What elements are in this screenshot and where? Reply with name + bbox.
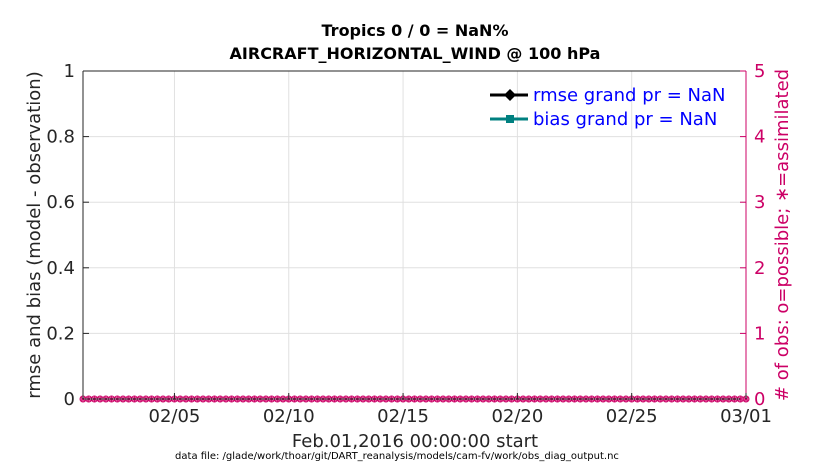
legend-rmse-label: rmse grand pr = NaN: [533, 85, 726, 106]
x-tick-label: 02/05: [149, 406, 201, 427]
x-tick-label: 02/20: [491, 406, 543, 427]
legend-rmse-diamond-icon: [504, 89, 516, 101]
left-ticks: 0 0.2 0.4 0.6 0.8 1: [46, 61, 89, 410]
x-axis-label: Feb.01,2016 00:00:00 start: [292, 431, 538, 452]
plot-area: [83, 71, 746, 399]
y-tick-label: 0.6: [46, 192, 75, 213]
chart-subtitle: AIRCRAFT_HORIZONTAL_WIND @ 100 hPa: [230, 44, 601, 63]
x-tick-label: 02/25: [606, 406, 658, 427]
grid: [83, 71, 746, 399]
y2-tick-label: 3: [754, 192, 765, 213]
y-axis-label: rmse and bias (model - observation): [24, 71, 45, 398]
chart-title: Tropics 0 / 0 = NaN%: [322, 21, 509, 40]
x-tick-label: 02/10: [263, 406, 315, 427]
y2-tick-label: 1: [754, 323, 765, 344]
legend-bias-label: bias grand pr = NaN: [533, 109, 717, 130]
y-tick-label: 0: [64, 389, 75, 410]
y-tick-label: 0.2: [46, 323, 75, 344]
y-tick-label: 0.8: [46, 127, 75, 148]
data-file-footer: data file: /glade/work/thoar/git/DART_re…: [175, 451, 619, 462]
x-ticks: 02/05 02/10 02/15 02/20 02/25 03/01: [149, 393, 772, 427]
right-ticks: 0 1 2 3 4 5: [740, 61, 765, 410]
y2-axis-label: # of obs: o=possible; ∗=assimilated: [772, 69, 793, 401]
y-tick-label: 1: [64, 61, 75, 82]
y2-tick-label: 2: [754, 258, 765, 279]
y-tick-label: 0.4: [46, 258, 75, 279]
y2-tick-label: 0: [754, 389, 765, 410]
x-tick-label: 03/01: [720, 406, 772, 427]
x-tick-label: 02/15: [377, 406, 429, 427]
legend-bias-square-icon: [506, 115, 514, 123]
y2-tick-label: 4: [754, 127, 765, 148]
y2-tick-label: 5: [754, 61, 765, 82]
legend: rmse grand pr = NaN bias grand pr = NaN: [490, 85, 726, 130]
